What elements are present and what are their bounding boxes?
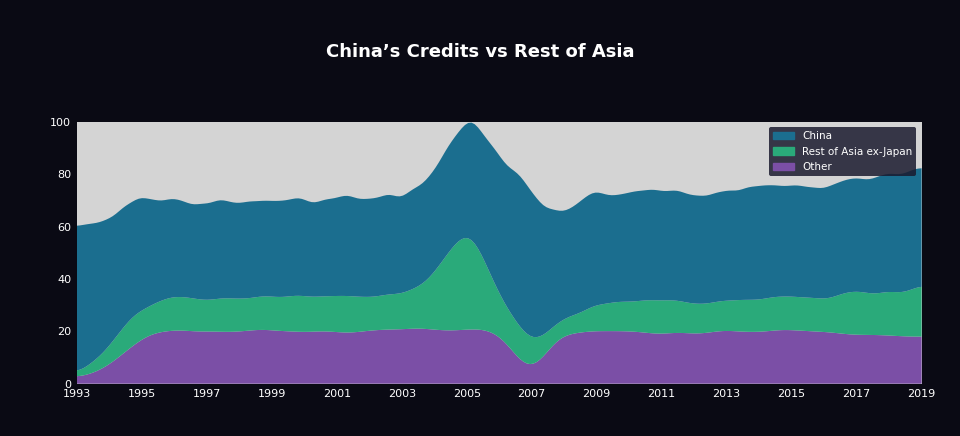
Text: China’s Credits vs Rest of Asia: China’s Credits vs Rest of Asia xyxy=(325,43,635,61)
Legend: China, Rest of Asia ex-Japan, Other: China, Rest of Asia ex-Japan, Other xyxy=(769,127,917,176)
